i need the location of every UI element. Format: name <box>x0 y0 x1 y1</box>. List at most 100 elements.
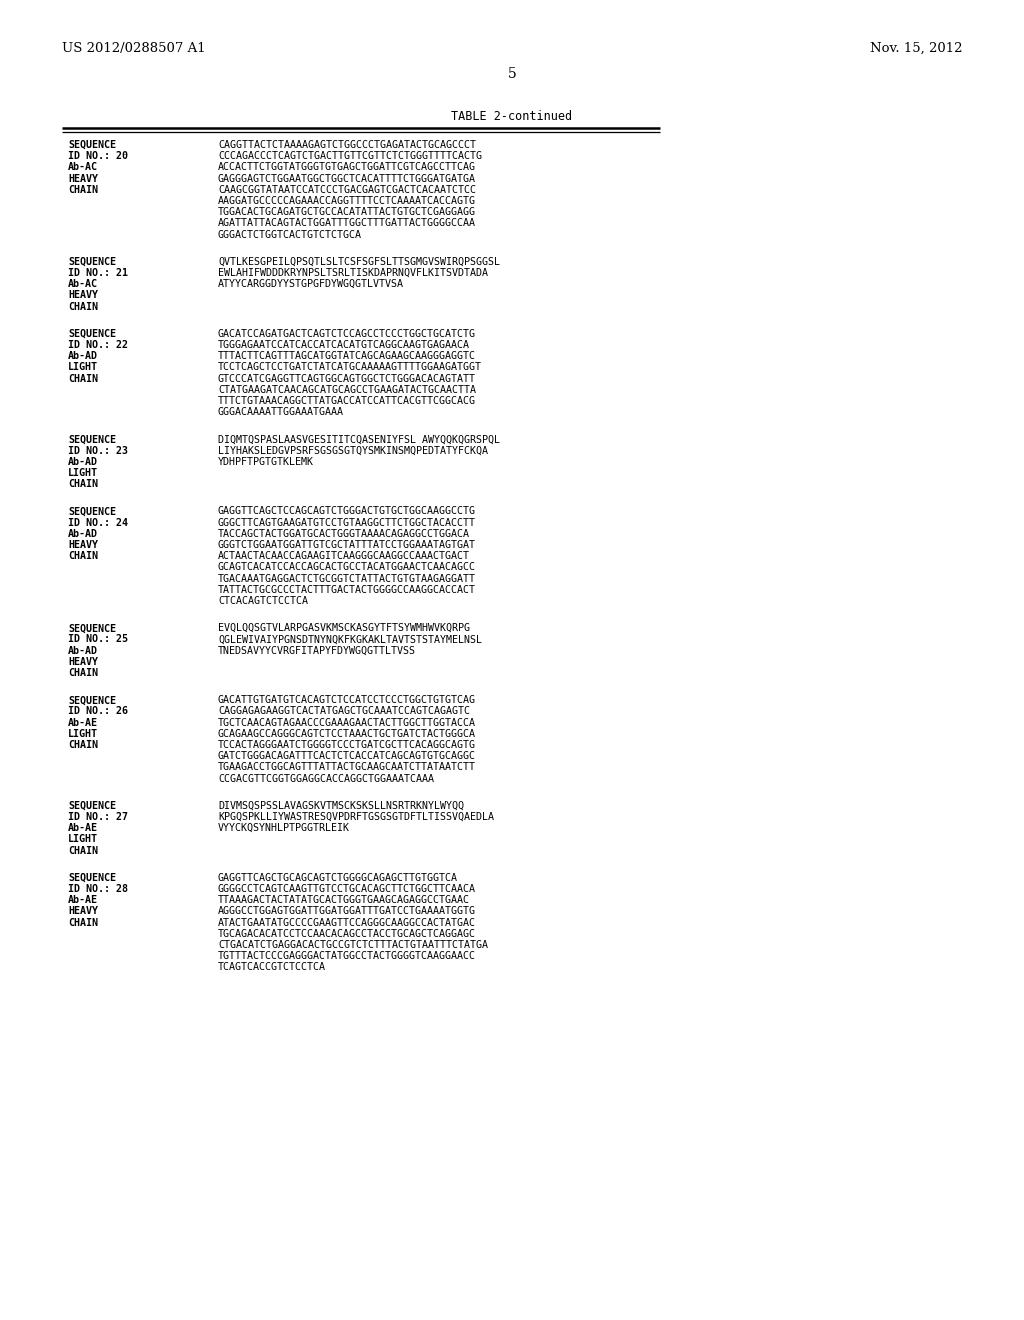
Text: CTCACAGTCTCCTCA: CTCACAGTCTCCTCA <box>218 597 308 606</box>
Text: HEAVY: HEAVY <box>68 174 98 183</box>
Text: SEQUENCE: SEQUENCE <box>68 257 116 267</box>
Text: TATTACTGCGCCCTACTTTGACTACTGGGGCCAAGGCACCACT: TATTACTGCGCCCTACTTTGACTACTGGGGCCAAGGCACC… <box>218 585 476 595</box>
Text: CTGACATCTGAGGACACTGCCGTCTCTTTACTGTAATTTCTATGA: CTGACATCTGAGGACACTGCCGTCTCTTTACTGTAATTTC… <box>218 940 488 950</box>
Text: CHAIN: CHAIN <box>68 668 98 678</box>
Text: LIGHT: LIGHT <box>68 834 98 845</box>
Text: AGATTATTACAGTACTGGATTTGGCTTTGATTACTGGGGCCAA: AGATTATTACAGTACTGGATTTGGCTTTGATTACTGGGGC… <box>218 218 476 228</box>
Text: HEAVY: HEAVY <box>68 907 98 916</box>
Text: HEAVY: HEAVY <box>68 540 98 550</box>
Text: TTAAAGACTACTATATGCACTGGGTGAAGCAGAGGCCTGAAC: TTAAAGACTACTATATGCACTGGGTGAAGCAGAGGCCTGA… <box>218 895 470 906</box>
Text: Ab-AE: Ab-AE <box>68 718 98 727</box>
Text: US 2012/0288507 A1: US 2012/0288507 A1 <box>62 42 206 55</box>
Text: ATYYCARGGDYYSTGPGFDYWGQGTLVTVSA: ATYYCARGGDYYSTGPGFDYWGQGTLVTVSA <box>218 280 404 289</box>
Text: DIVMSQSPSSLAVAGSKVTMSCKSKSLLNSRTRKNYLWYQQ: DIVMSQSPSSLAVAGSKVTMSCKSKSLLNSRTRKNYLWYQ… <box>218 801 464 810</box>
Text: Ab-AE: Ab-AE <box>68 895 98 906</box>
Text: TNEDSAVYYCVRGFITAPYFDYWGQGTTLTVSS: TNEDSAVYYCVRGFITAPYFDYWGQGTTLTVSS <box>218 645 416 656</box>
Text: GACATCCAGATGACTCAGTCTCCAGCCTCCCTGGCTGCATCTG: GACATCCAGATGACTCAGTCTCCAGCCTCCCTGGCTGCAT… <box>218 329 476 339</box>
Text: CCGACGTTCGGTGGAGGCACCAGGCTGGAAATCAAA: CCGACGTTCGGTGGAGGCACCAGGCTGGAAATCAAA <box>218 774 434 784</box>
Text: Ab-AC: Ab-AC <box>68 162 98 173</box>
Text: GACATTGTGATGTCACAGTCTCCATCCTCCCTGGCTGTGTCAG: GACATTGTGATGTCACAGTCTCCATCCTCCCTGGCTGTGT… <box>218 696 476 705</box>
Text: QGLEWIVAIYPGNSDTNYNQKFKGKAKLTAVTSTSTAYMELNSL: QGLEWIVAIYPGNSDTNYNQKFKGKAKLTAVTSTSTAYME… <box>218 635 482 644</box>
Text: CHAIN: CHAIN <box>68 741 98 750</box>
Text: ID NO.: 21: ID NO.: 21 <box>68 268 128 279</box>
Text: GCAGAAGCCAGGGCAGTCTCCTAAACTGCTGATCTACTGGGCA: GCAGAAGCCAGGGCAGTCTCCTAAACTGCTGATCTACTGG… <box>218 729 476 739</box>
Text: HEAVY: HEAVY <box>68 657 98 667</box>
Text: CHAIN: CHAIN <box>68 479 98 490</box>
Text: CHAIN: CHAIN <box>68 552 98 561</box>
Text: QVTLKESGPEILQPSQTLSLTCSFSGFSLTTSGMGVSWIRQPSGGSL: QVTLKESGPEILQPSQTLSLTCSFSGFSLTTSGMGVSWIR… <box>218 257 500 267</box>
Text: GGGACAAAATTGGAAATGAAA: GGGACAAAATTGGAAATGAAA <box>218 407 344 417</box>
Text: GAGGGAGTCTGGAATGGCTGGCTCACATTTTCTGGGATGATGA: GAGGGAGTCTGGAATGGCTGGCTCACATTTTCTGGGATGA… <box>218 174 476 183</box>
Text: TCAGTCACCGTCTCCTCA: TCAGTCACCGTCTCCTCA <box>218 962 326 973</box>
Text: TGGACACTGCAGATGCTGCCACATATTACTGTGCTCGAGGAGG: TGGACACTGCAGATGCTGCCACATATTACTGTGCTCGAGG… <box>218 207 476 218</box>
Text: TTTACTTCAGTTTAGCATGGTATCAGCAGAAGCAAGGGAGGTC: TTTACTTCAGTTTAGCATGGTATCAGCAGAAGCAAGGGAG… <box>218 351 476 362</box>
Text: HEAVY: HEAVY <box>68 290 98 301</box>
Text: LIYHAKSLEDGVPSRFSGSGSGTQYSMKINSMQPEDTATYFCKQA: LIYHAKSLEDGVPSRFSGSGSGTQYSMKINSMQPEDTATY… <box>218 446 488 455</box>
Text: SEQUENCE: SEQUENCE <box>68 140 116 150</box>
Text: ID NO.: 28: ID NO.: 28 <box>68 884 128 894</box>
Text: SEQUENCE: SEQUENCE <box>68 623 116 634</box>
Text: Nov. 15, 2012: Nov. 15, 2012 <box>869 42 962 55</box>
Text: ATACTGAATATGCCCCGAAGTTCCAGGGCAAGGCCACTATGAC: ATACTGAATATGCCCCGAAGTTCCAGGGCAAGGCCACTAT… <box>218 917 476 928</box>
Text: Ab-AD: Ab-AD <box>68 351 98 362</box>
Text: GAGGTTCAGCTGCAGCAGTCTGGGGCAGAGCTTGTGGTCA: GAGGTTCAGCTGCAGCAGTCTGGGGCAGAGCTTGTGGTCA <box>218 873 458 883</box>
Text: CHAIN: CHAIN <box>68 846 98 855</box>
Text: TABLE 2-continued: TABLE 2-continued <box>452 110 572 123</box>
Text: TCCTCAGCTCCTGATCTATCATGCAAAAAGTTTTGGAAGATGGT: TCCTCAGCTCCTGATCTATCATGCAAAAAGTTTTGGAAGA… <box>218 363 482 372</box>
Text: TGACAAATGAGGACTCTGCGGTCTATTACTGTGTAAGAGGATT: TGACAAATGAGGACTCTGCGGTCTATTACTGTGTAAGAGG… <box>218 574 476 583</box>
Text: YDHPFTPGTGTKLEMK: YDHPFTPGTGTKLEMK <box>218 457 314 467</box>
Text: SEQUENCE: SEQUENCE <box>68 801 116 810</box>
Text: CHAIN: CHAIN <box>68 301 98 312</box>
Text: ID NO.: 27: ID NO.: 27 <box>68 812 128 822</box>
Text: CAGGTTACTCTAAAAGAGTCTGGCCCTGAGATACTGCAGCCCT: CAGGTTACTCTAAAAGAGTCTGGCCCTGAGATACTGCAGC… <box>218 140 476 150</box>
Text: AAGGATGCCCCCAGAAACCAGGTTTTCCTCAAAATCACCAGTG: AAGGATGCCCCCAGAAACCAGGTTTTCCTCAAAATCACCA… <box>218 195 476 206</box>
Text: CAGGAGAGAAGGTCACTATGAGCTGCAAATCCAGTCAGAGTC: CAGGAGAGAAGGTCACTATGAGCTGCAAATCCAGTCAGAG… <box>218 706 470 717</box>
Text: EWLAHIFWDDDKRYNPSLTSRLTISKDAPRNQVFLKITSVDTADA: EWLAHIFWDDDKRYNPSLTSRLTISKDAPRNQVFLKITSV… <box>218 268 488 279</box>
Text: GGGTCTGGAATGGATTGTCGCTATTTATCCTGGAAATAGTGAT: GGGTCTGGAATGGATTGTCGCTATTTATCCTGGAAATAGT… <box>218 540 476 550</box>
Text: TGGGAGAATCCATCACCATCACATGTCAGGCAAGTGAGAACA: TGGGAGAATCCATCACCATCACATGTCAGGCAAGTGAGAA… <box>218 341 470 350</box>
Text: KPGQSPKLLIYWASTRESQVPDRFTGSGSGTDFTLTISSVQAEDLA: KPGQSPKLLIYWASTRESQVPDRFTGSGSGTDFTLTISSV… <box>218 812 494 822</box>
Text: TGTTTACTCCCGAGGGACTATGGCCTACTGGGGTCAAGGAACC: TGTTTACTCCCGAGGGACTATGGCCTACTGGGGTCAAGGA… <box>218 952 476 961</box>
Text: CCCAGACCCTCAGTCTGACTTGTTCGTTCTCTGGGTTTTCACTG: CCCAGACCCTCAGTCTGACTTGTTCGTTCTCTGGGTTTTC… <box>218 152 482 161</box>
Text: LIGHT: LIGHT <box>68 469 98 478</box>
Text: CHAIN: CHAIN <box>68 185 98 195</box>
Text: Ab-AD: Ab-AD <box>68 457 98 467</box>
Text: SEQUENCE: SEQUENCE <box>68 696 116 705</box>
Text: GTCCCATCGAGGTTCAGTGGCAGTGGCTCTGGGACACAGTATT: GTCCCATCGAGGTTCAGTGGCAGTGGCTCTGGGACACAGT… <box>218 374 476 384</box>
Text: ID NO.: 22: ID NO.: 22 <box>68 341 128 350</box>
Text: ID NO.: 24: ID NO.: 24 <box>68 517 128 528</box>
Text: CHAIN: CHAIN <box>68 374 98 384</box>
Text: SEQUENCE: SEQUENCE <box>68 873 116 883</box>
Text: ACTAACTACAACCAGAAGITCAAGGGCAAGGCCAAACTGACT: ACTAACTACAACCAGAAGITCAAGGGCAAGGCCAAACTGA… <box>218 552 470 561</box>
Text: Ab-AE: Ab-AE <box>68 824 98 833</box>
Text: TGAAGACCTGGCAGTTTATTACTGCAAGCAATCTTATAATCTT: TGAAGACCTGGCAGTTTATTACTGCAAGCAATCTTATAAT… <box>218 763 476 772</box>
Text: CHAIN: CHAIN <box>68 917 98 928</box>
Text: SEQUENCE: SEQUENCE <box>68 434 116 445</box>
Text: Ab-AC: Ab-AC <box>68 280 98 289</box>
Text: GGGACTCTGGTCACTGTCTCTGCA: GGGACTCTGGTCACTGTCTCTGCA <box>218 230 362 240</box>
Text: 5: 5 <box>508 67 516 81</box>
Text: AGGGCCTGGAGTGGATTGGATGGATTTGATCCTGAAAATGGTG: AGGGCCTGGAGTGGATTGGATGGATTTGATCCTGAAAATG… <box>218 907 476 916</box>
Text: GCAGTCACATCCACCAGCACTGCCTACATGGAACTCAACAGCC: GCAGTCACATCCACCAGCACTGCCTACATGGAACTCAACA… <box>218 562 476 573</box>
Text: GATCTGGGACAGATTTCACTCTCACCATCAGCAGTGTGCAGGC: GATCTGGGACAGATTTCACTCTCACCATCAGCAGTGTGCA… <box>218 751 476 762</box>
Text: ID NO.: 23: ID NO.: 23 <box>68 446 128 455</box>
Text: TACCAGCTACTGGATGCACTGGGTAAAACAGAGGCCTGGACA: TACCAGCTACTGGATGCACTGGGTAAAACAGAGGCCTGGA… <box>218 529 470 539</box>
Text: ID NO.: 26: ID NO.: 26 <box>68 706 128 717</box>
Text: TCCACTAGGGAATCTGGGGTCCCTGATCGCTTCACAGGCAGTG: TCCACTAGGGAATCTGGGGTCCCTGATCGCTTCACAGGCA… <box>218 741 476 750</box>
Text: Ab-AD: Ab-AD <box>68 645 98 656</box>
Text: ID NO.: 25: ID NO.: 25 <box>68 635 128 644</box>
Text: SEQUENCE: SEQUENCE <box>68 507 116 516</box>
Text: TGCTCAACAGTAGAACCCGAAAGAACTACTTGGCTTGGTACCA: TGCTCAACAGTAGAACCCGAAAGAACTACTTGGCTTGGTA… <box>218 718 476 727</box>
Text: CAAGCGGTATAATCCATCCCTGACGAGTCGACTCACAATCTCC: CAAGCGGTATAATCCATCCCTGACGAGTCGACTCACAATC… <box>218 185 476 195</box>
Text: ACCACTTCTGGTATGGGTGTGAGCTGGATTCGTCAGCCTTCAG: ACCACTTCTGGTATGGGTGTGAGCTGGATTCGTCAGCCTT… <box>218 162 476 173</box>
Text: LIGHT: LIGHT <box>68 363 98 372</box>
Text: SEQUENCE: SEQUENCE <box>68 329 116 339</box>
Text: TGCAGACACATCCTCCAACACAGCCTACCTGCAGCTCAGGAGC: TGCAGACACATCCTCCAACACAGCCTACCTGCAGCTCAGG… <box>218 929 476 939</box>
Text: DIQMTQSPASLAASVGESITITCQASENIYFSL AWYQQKQGRSPQL: DIQMTQSPASLAASVGESITITCQASENIYFSL AWYQQK… <box>218 434 500 445</box>
Text: ID NO.: 20: ID NO.: 20 <box>68 152 128 161</box>
Text: GGGCTTCAGTGAAGATGTCCTGTAAGGCTTCTGGCTACACCTT: GGGCTTCAGTGAAGATGTCCTGTAAGGCTTCTGGCTACAC… <box>218 517 476 528</box>
Text: TTTCTGTAAACAGGCTTATGACCATCCATTCACGTTCGGCACG: TTTCTGTAAACAGGCTTATGACCATCCATTCACGTTCGGC… <box>218 396 476 407</box>
Text: Ab-AD: Ab-AD <box>68 529 98 539</box>
Text: GGGGCCTCAGTCAAGTTGTCCTGCACAGCTTCTGGCTTCAACA: GGGGCCTCAGTCAAGTTGTCCTGCACAGCTTCTGGCTTCA… <box>218 884 476 894</box>
Text: VYYCKQSYNHLPTPGGTRLEIK: VYYCKQSYNHLPTPGGTRLEIK <box>218 824 350 833</box>
